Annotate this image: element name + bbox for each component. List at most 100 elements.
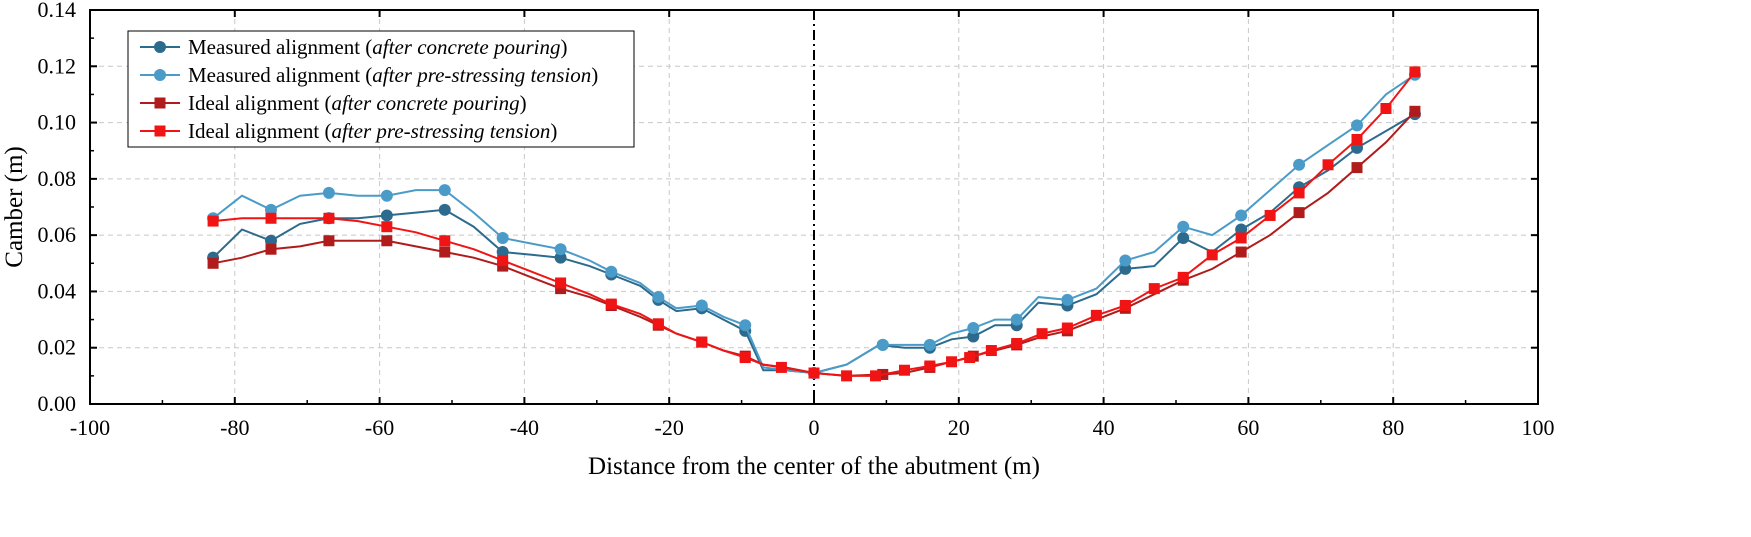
x-axis-title: Distance from the center of the abutment…: [588, 453, 1040, 480]
data-point: [899, 364, 910, 376]
y-tick-label: 0.00: [38, 391, 77, 416]
legend: Measured alignment (after concrete pouri…: [127, 30, 635, 148]
data-point: [876, 338, 889, 351]
data-point: [1235, 209, 1248, 222]
x-tick-label: -80: [220, 415, 249, 440]
data-point: [555, 283, 567, 295]
data-point: [323, 235, 335, 247]
legend-item-4: Ideal alignment (after pre-stressing ten…: [140, 119, 557, 143]
data-point: [1177, 271, 1189, 283]
y-tick-label: 0.06: [38, 222, 77, 247]
data-point: [739, 319, 752, 332]
legend-item-3: Ideal alignment (after concrete pouring): [140, 91, 527, 115]
series-group: [207, 66, 1421, 382]
data-point: [841, 370, 853, 382]
data-point: [1061, 293, 1074, 306]
legend-label: Ideal alignment (after pre-stressing ten…: [188, 119, 557, 143]
data-point: [775, 361, 787, 373]
data-point: [439, 235, 451, 247]
data-point: [1177, 231, 1190, 244]
data-point: [1351, 133, 1363, 145]
x-tick-label: 0: [809, 415, 820, 440]
data-point: [323, 212, 335, 224]
data-point: [1119, 254, 1132, 267]
data-point: [808, 367, 820, 379]
data-point: [739, 352, 751, 364]
data-point: [985, 345, 997, 357]
x-tick-label: 80: [1382, 415, 1404, 440]
legend-marker: [154, 69, 166, 81]
data-point: [605, 298, 617, 310]
data-point: [1322, 159, 1334, 171]
legend-marker: [154, 125, 166, 137]
y-tick-label: 0.04: [38, 278, 77, 303]
data-point: [207, 215, 219, 227]
data-point: [1177, 220, 1190, 233]
data-point: [497, 254, 509, 266]
y-tick-label: 0.10: [38, 110, 77, 135]
data-point: [923, 338, 936, 351]
data-point: [381, 235, 393, 247]
data-point: [1010, 313, 1023, 326]
data-point: [1293, 187, 1305, 199]
data-point: [439, 246, 451, 258]
legend-label: Measured alignment (after concrete pouri…: [188, 35, 567, 59]
data-point: [1380, 103, 1392, 114]
x-tick-label: -60: [365, 415, 394, 440]
series-line: [212, 73, 1416, 375]
x-tick-label: 60: [1237, 415, 1259, 440]
data-point: [1293, 207, 1305, 219]
data-point: [652, 318, 664, 330]
legend-item-2: Measured alignment (after pre-stressing …: [140, 63, 598, 87]
data-point: [652, 291, 665, 304]
legend-label: Measured alignment (after pre-stressing …: [188, 63, 598, 87]
legend-marker: [154, 97, 166, 109]
legend-item-1: Measured alignment (after concrete pouri…: [140, 35, 567, 59]
data-point: [924, 360, 936, 372]
data-point: [381, 221, 393, 233]
data-point: [870, 370, 882, 382]
legend-marker: [154, 41, 166, 53]
x-tick-label: 40: [1093, 415, 1115, 440]
data-point: [496, 231, 509, 244]
data-point: [1090, 309, 1102, 321]
data-point: [1148, 283, 1160, 295]
x-tick-label: -100: [70, 415, 110, 440]
x-tick-label: 20: [948, 415, 970, 440]
data-point: [964, 352, 976, 364]
data-point: [438, 184, 451, 197]
x-tick-label: -20: [655, 415, 684, 440]
data-point: [554, 243, 567, 256]
data-point: [1119, 300, 1131, 311]
data-point: [696, 336, 708, 348]
data-point: [380, 209, 393, 222]
axis-ticks: -100 -80 -60 -40 -20 0 20 40 60 80 100 0.00 0.02 0.04…: [38, 0, 1555, 440]
data-point: [265, 243, 277, 255]
y-axis-title: Camber (m): [1, 146, 28, 267]
data-point: [380, 189, 393, 202]
data-point: [265, 212, 277, 224]
y-tick-label: 0.12: [38, 53, 77, 78]
data-point: [1235, 232, 1247, 244]
series-line: [213, 71, 1416, 377]
data-point: [967, 330, 980, 343]
y-tick-label: 0.08: [38, 166, 77, 191]
data-point: [207, 257, 219, 269]
data-point: [555, 277, 567, 289]
data-point: [1235, 246, 1247, 258]
data-point: [322, 186, 335, 199]
y-tick-label: 0.14: [38, 0, 77, 22]
data-point: [438, 203, 451, 216]
data-point: [1351, 162, 1363, 174]
data-point: [1409, 105, 1421, 117]
data-point: [695, 299, 708, 312]
data-point: [1351, 119, 1363, 132]
data-point: [1206, 249, 1218, 261]
data-point: [1409, 66, 1421, 78]
data-point: [946, 356, 958, 368]
data-point: [1293, 158, 1306, 171]
data-point: [554, 251, 567, 264]
data-point: [1061, 322, 1073, 334]
data-point: [1264, 209, 1276, 221]
